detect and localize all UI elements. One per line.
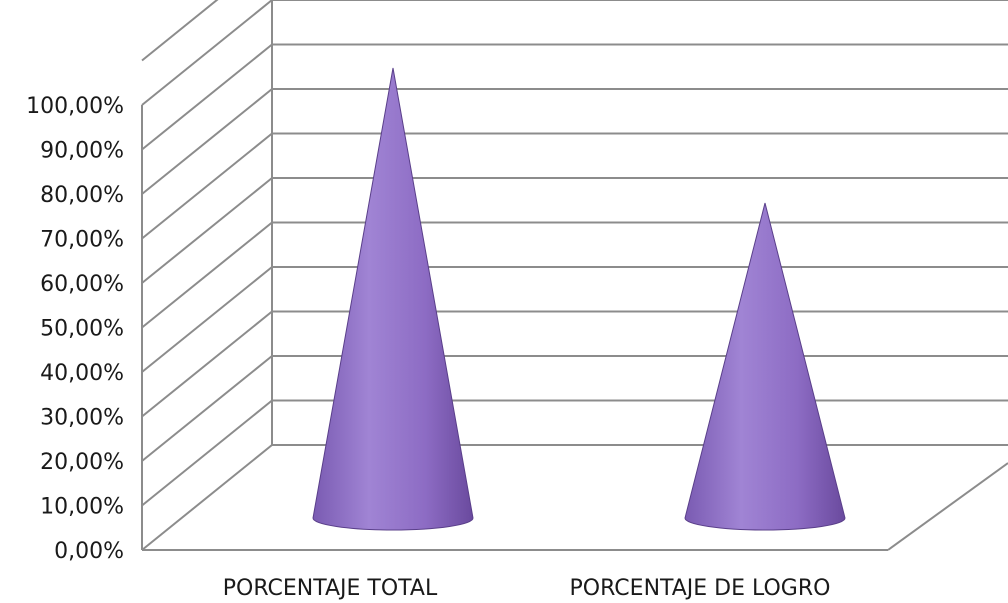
y-tick-label: 20,00% bbox=[40, 450, 124, 475]
y-tick-label: 10,00% bbox=[40, 495, 124, 520]
y-tick-label: 50,00% bbox=[40, 317, 124, 342]
y-tick-label: 70,00% bbox=[40, 228, 124, 253]
gridline-side bbox=[141, 355, 273, 462]
cone-bar bbox=[312, 67, 474, 531]
gridline-side bbox=[141, 399, 273, 507]
y-tick-label: 0,00% bbox=[54, 539, 124, 564]
y-tick-label: 100,00% bbox=[26, 94, 124, 119]
gridline-side bbox=[141, 221, 273, 329]
y-tick-label: 90,00% bbox=[40, 139, 124, 164]
gridline-side bbox=[141, 0, 219, 62]
y-tick-label: 80,00% bbox=[40, 183, 124, 208]
gridline bbox=[141, 43, 1008, 151]
x-category-label: PORCENTAJE TOTAL bbox=[223, 576, 438, 601]
gridline bbox=[141, 0, 1008, 106]
floor-right-edge bbox=[887, 462, 1008, 551]
cone-bar bbox=[684, 202, 846, 531]
gridline bbox=[141, 0, 219, 62]
x-category-label: PORCENTAJE DE LOGRO bbox=[570, 576, 831, 601]
y-axis-tick-labels: 0,00% 10,00% 20,00% 30,00% 40,00% 50,00% 60,00… bbox=[26, 94, 124, 564]
cone-body bbox=[684, 202, 846, 531]
cone-series bbox=[312, 67, 846, 531]
x-axis-category-labels: PORCENTAJE TOTAL PORCENTAJE DE LOGRO bbox=[223, 576, 831, 601]
gridline-side bbox=[141, 310, 273, 418]
gridline-side bbox=[141, 0, 273, 106]
gridline bbox=[141, 444, 1008, 551]
y-tick-label: 60,00% bbox=[40, 272, 124, 297]
gridline-side bbox=[141, 88, 273, 195]
gridline-side bbox=[141, 444, 273, 551]
gridline-side bbox=[141, 132, 273, 240]
y-tick-label: 40,00% bbox=[40, 361, 124, 386]
plot-frame bbox=[141, 0, 1008, 551]
y-tick-label: 30,00% bbox=[40, 406, 124, 431]
gridline-side bbox=[141, 266, 273, 373]
gridline-side bbox=[141, 43, 273, 151]
gridline-side bbox=[141, 177, 273, 284]
cone-body bbox=[312, 67, 474, 531]
